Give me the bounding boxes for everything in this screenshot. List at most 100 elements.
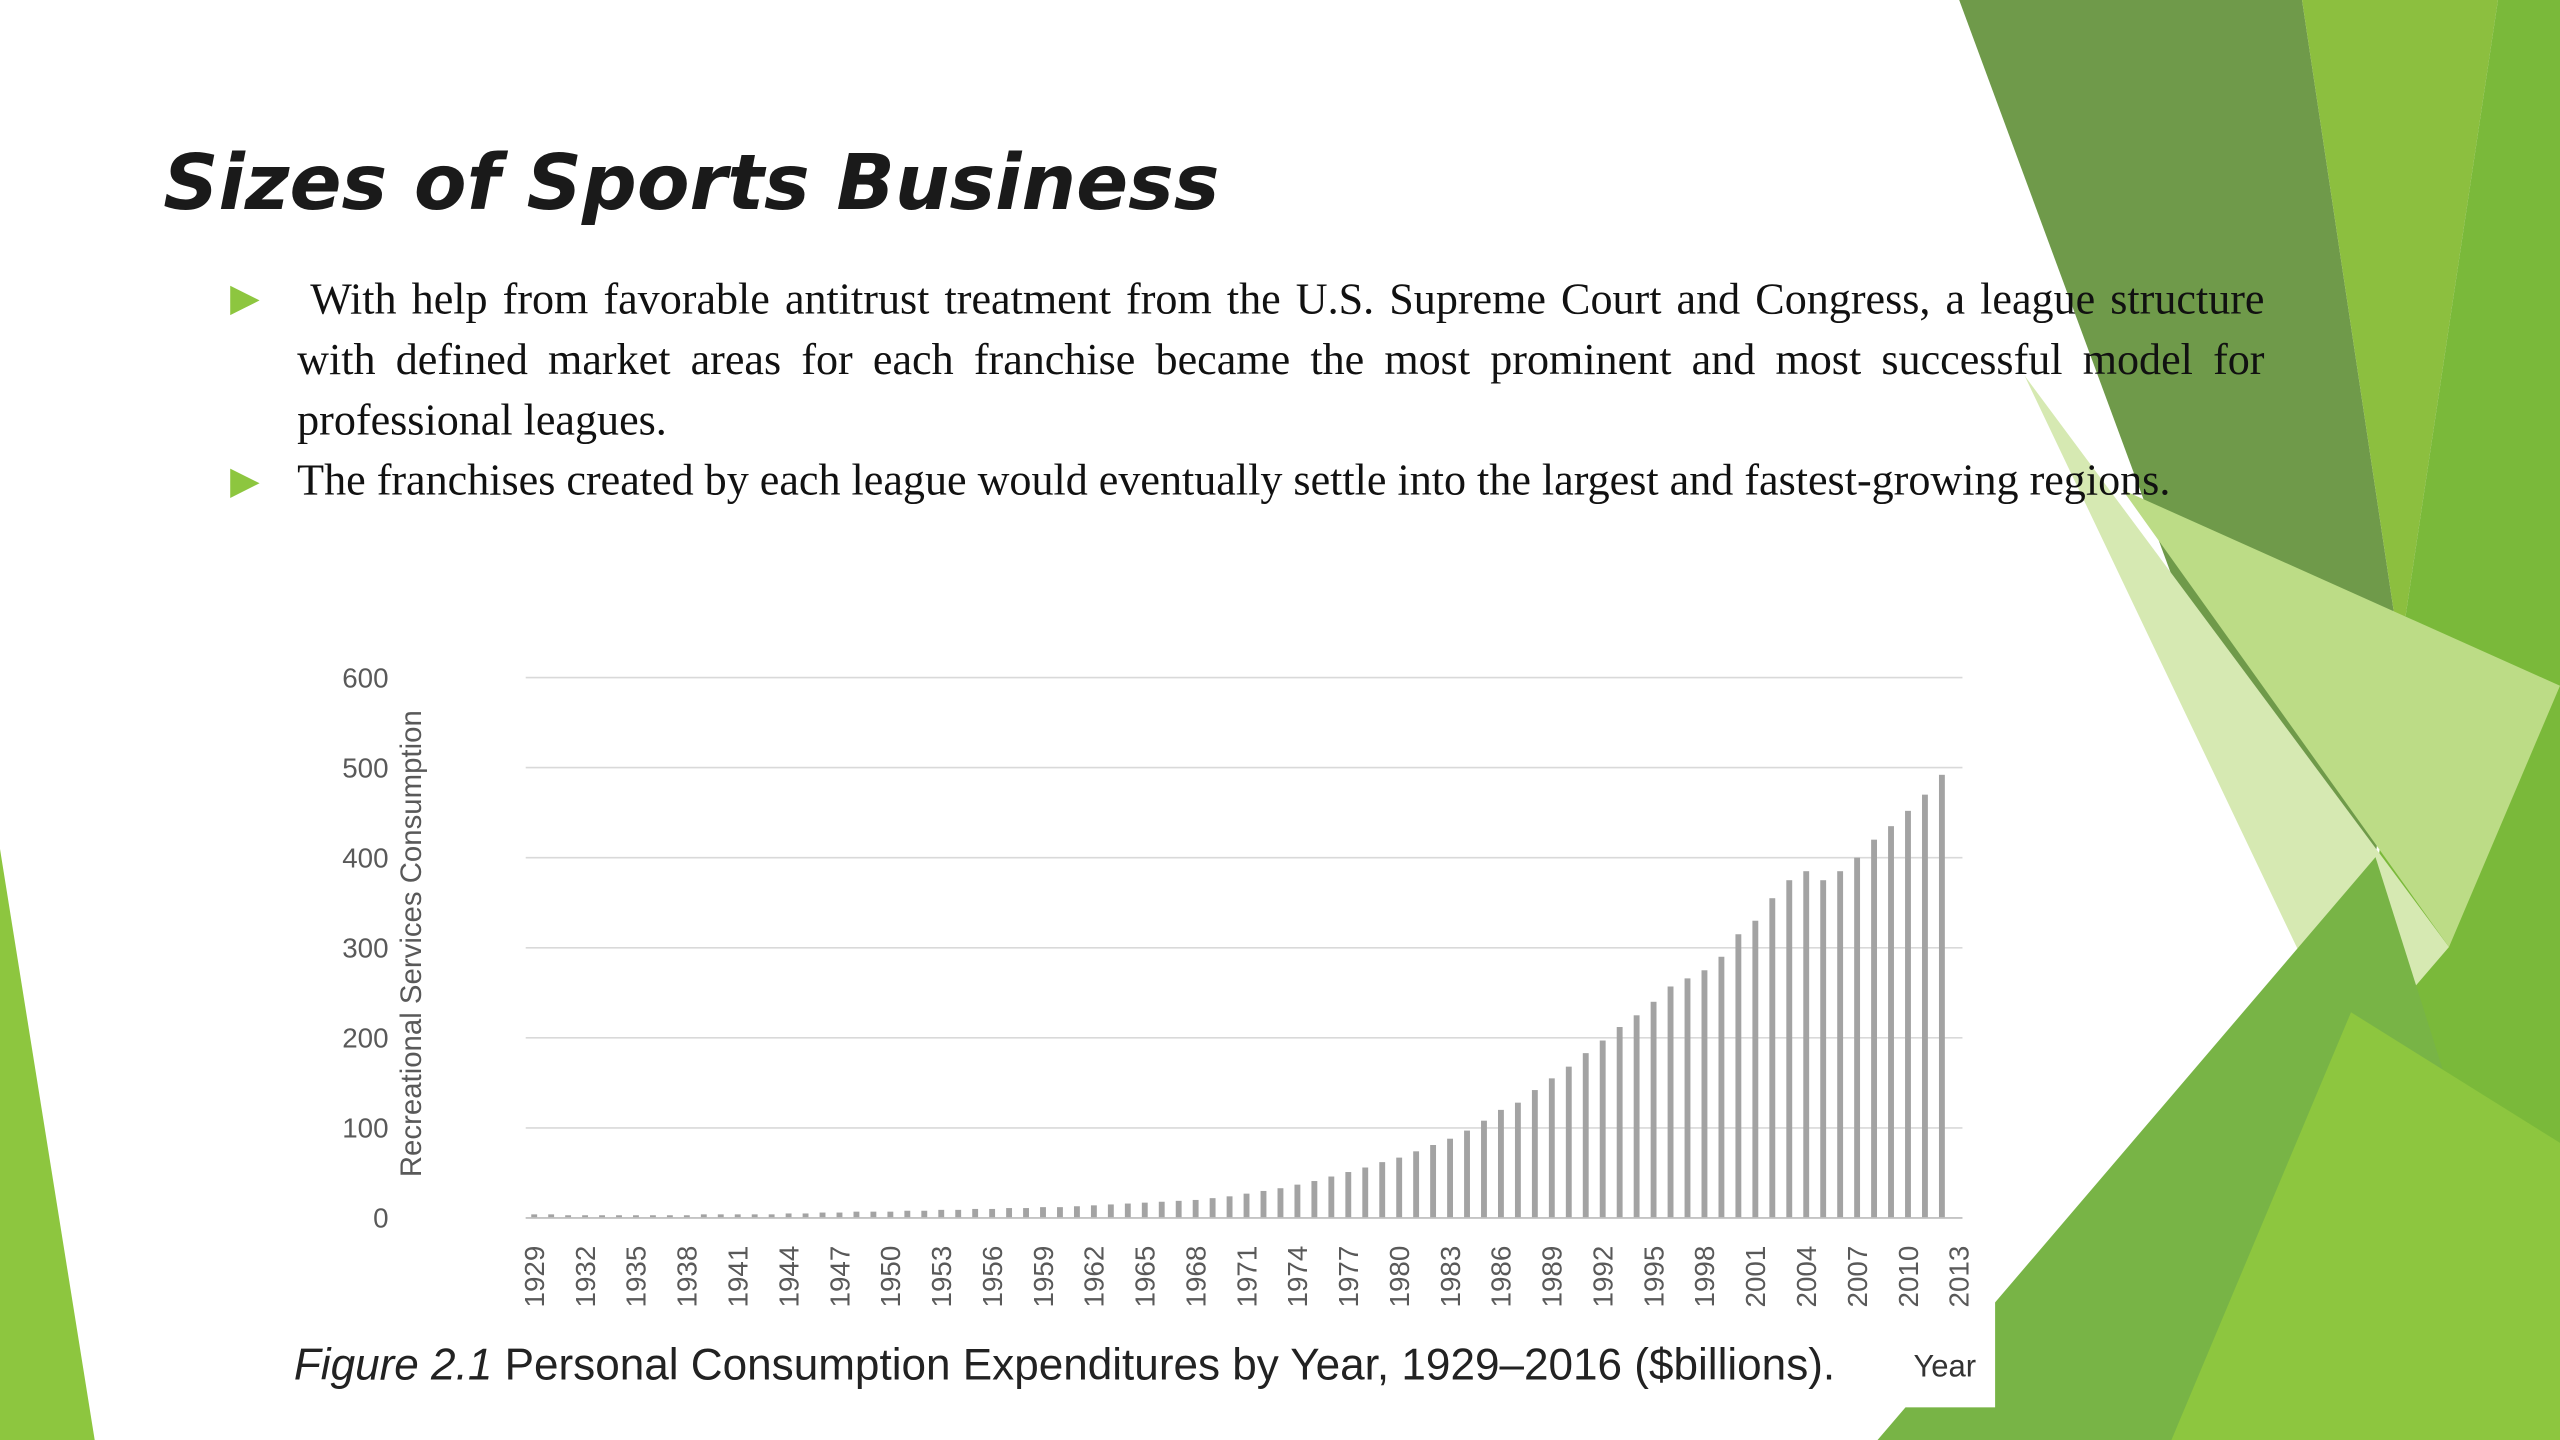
bar (1362, 1167, 1369, 1218)
bar (1141, 1202, 1148, 1218)
x-tick-label: 1980 (1384, 1246, 1415, 1308)
bar (1124, 1203, 1131, 1218)
bar (1667, 986, 1674, 1218)
bar (1565, 1066, 1572, 1218)
bar (802, 1213, 809, 1218)
bar (921, 1210, 928, 1218)
y-tick-label: 600 (342, 662, 388, 693)
x-tick-label: 1986 (1486, 1246, 1517, 1308)
x-axis-label: Year (1913, 1348, 1976, 1383)
bar (1718, 956, 1725, 1218)
y-tick-label: 200 (342, 1023, 388, 1054)
bar (1514, 1102, 1521, 1218)
x-tick-label: 1956 (977, 1246, 1008, 1308)
bar (1769, 898, 1776, 1218)
bar (1599, 1040, 1606, 1218)
x-tick-label: 1965 (1130, 1246, 1161, 1308)
caption-text: Personal Consumption Expenditures by Yea… (505, 1341, 1836, 1390)
bar (1379, 1162, 1386, 1218)
bar (785, 1213, 792, 1218)
bar (1413, 1151, 1420, 1218)
bar (666, 1215, 673, 1218)
x-tick-label: 1953 (926, 1246, 957, 1308)
x-tick-label: 1968 (1180, 1246, 1211, 1308)
bar (1090, 1205, 1097, 1218)
bar (1226, 1196, 1233, 1218)
x-tick-label: 1929 (519, 1246, 550, 1308)
bar (1922, 794, 1928, 1218)
bar (633, 1215, 639, 1218)
x-tick-label: 2010 (1893, 1246, 1924, 1308)
bar (1073, 1206, 1080, 1218)
bar (853, 1211, 860, 1218)
bar (1396, 1157, 1403, 1218)
bullet-icon (230, 468, 260, 498)
bar (870, 1211, 877, 1218)
y-tick-label: 100 (342, 1113, 388, 1144)
bar (616, 1215, 622, 1218)
bar (1294, 1184, 1301, 1218)
bar (1684, 978, 1691, 1218)
x-tick-label: 1977 (1333, 1246, 1364, 1308)
bar (1311, 1181, 1318, 1218)
bar (1582, 1053, 1589, 1218)
bar (904, 1210, 911, 1218)
bar (1616, 1027, 1623, 1218)
bar (1752, 920, 1759, 1218)
bar (1260, 1190, 1267, 1218)
bar (989, 1208, 996, 1218)
bar (1447, 1138, 1453, 1218)
bar (955, 1209, 962, 1218)
y-axis-label: Recreational Services Consumption (395, 710, 428, 1177)
y-tick-label: 400 (342, 842, 388, 873)
bar (548, 1214, 555, 1218)
bar (1057, 1207, 1063, 1218)
bar (768, 1214, 775, 1218)
bar (1786, 880, 1793, 1218)
bar (1430, 1145, 1437, 1218)
bar (1888, 826, 1894, 1218)
x-tick-label: 2001 (1740, 1246, 1771, 1308)
bar (1345, 1172, 1352, 1218)
x-tick-label: 2004 (1791, 1246, 1822, 1308)
bar (1107, 1204, 1114, 1218)
bar (887, 1211, 894, 1218)
bar (1464, 1130, 1470, 1218)
y-tick-label: 0 (373, 1203, 388, 1234)
x-tick-label: 1941 (723, 1246, 754, 1308)
bar (1497, 1109, 1504, 1218)
bar (1531, 1090, 1538, 1218)
bar (1803, 871, 1810, 1218)
bar (700, 1214, 707, 1218)
bar (1158, 1201, 1165, 1218)
bar (1243, 1193, 1250, 1218)
x-tick-label: 2013 (1944, 1246, 1975, 1308)
bar (599, 1215, 605, 1218)
x-tick-label: 1950 (875, 1246, 906, 1308)
bar (1820, 880, 1827, 1218)
bar (751, 1214, 758, 1218)
bar (531, 1214, 538, 1218)
x-tick-label: 1932 (570, 1246, 601, 1308)
bar (1209, 1198, 1216, 1218)
bar (1192, 1199, 1199, 1218)
bar (1837, 871, 1844, 1218)
bar (1006, 1208, 1013, 1218)
bar (1854, 857, 1861, 1218)
bar (1938, 774, 1945, 1218)
x-tick-label: 1989 (1537, 1246, 1568, 1308)
y-tick-label: 500 (342, 752, 388, 783)
x-tick-label: 1995 (1638, 1246, 1669, 1308)
x-tick-label: 1974 (1282, 1246, 1313, 1308)
bar (1481, 1120, 1487, 1218)
bar (1871, 839, 1878, 1218)
bar (1633, 1015, 1640, 1218)
bar (649, 1215, 656, 1218)
bar (836, 1212, 843, 1218)
bar (1905, 810, 1911, 1218)
x-tick-label: 1962 (1079, 1246, 1110, 1308)
caption-label: Figure 2.1 (294, 1341, 492, 1390)
